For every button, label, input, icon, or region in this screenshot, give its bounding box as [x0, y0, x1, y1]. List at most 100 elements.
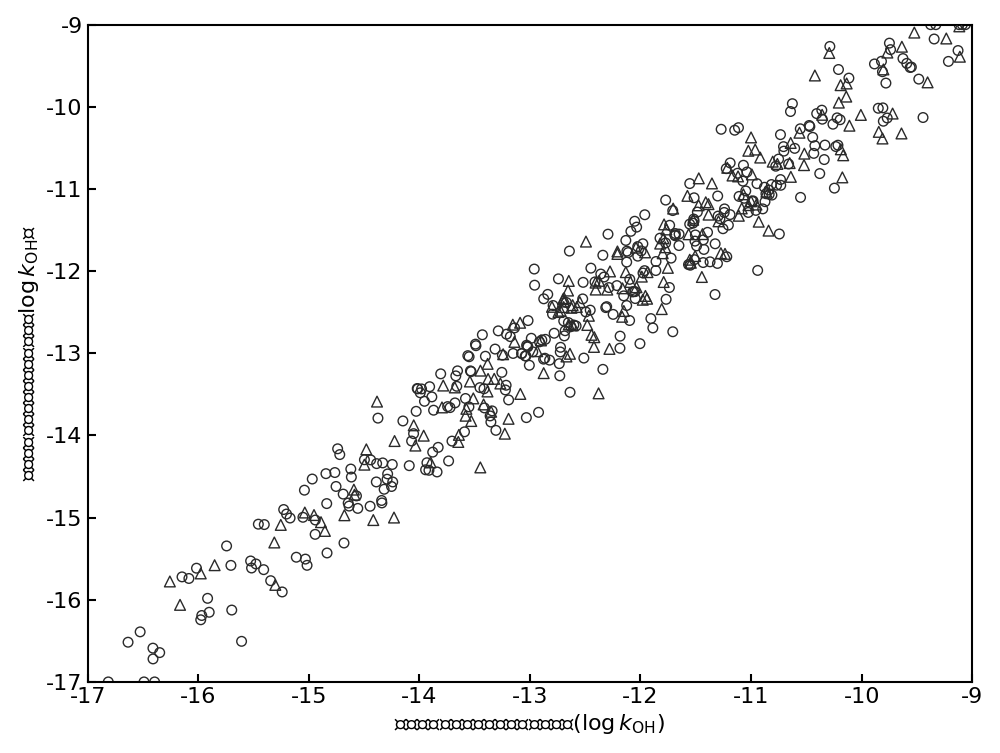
- Point: [356, 459, 372, 471]
- Point: [682, 178, 698, 190]
- Point: [147, 676, 163, 688]
- Point: [336, 537, 352, 549]
- Point: [903, 61, 919, 73]
- Point: [497, 384, 513, 396]
- Point: [713, 247, 729, 259]
- Point: [575, 293, 591, 305]
- Point: [267, 579, 283, 591]
- Point: [814, 108, 830, 120]
- Point: [244, 562, 260, 574]
- Point: [802, 120, 818, 133]
- Point: [740, 145, 756, 157]
- Point: [712, 212, 728, 224]
- Point: [707, 288, 723, 300]
- Point: [787, 142, 803, 154]
- Point: [807, 139, 823, 151]
- Point: [752, 151, 768, 163]
- Point: [519, 340, 535, 352]
- Point: [505, 347, 521, 359]
- Point: [605, 309, 621, 321]
- Point: [256, 519, 272, 531]
- Point: [679, 190, 695, 202]
- Point: [784, 98, 800, 110]
- Point: [691, 172, 707, 184]
- Point: [885, 108, 901, 120]
- Point: [620, 246, 636, 258]
- Point: [619, 245, 635, 257]
- Point: [581, 309, 597, 322]
- Point: [296, 484, 312, 496]
- Point: [553, 305, 569, 317]
- Point: [832, 114, 848, 126]
- Point: [875, 115, 891, 127]
- Point: [716, 206, 732, 218]
- Point: [614, 311, 630, 323]
- Point: [557, 325, 573, 337]
- Point: [648, 255, 664, 267]
- Point: [395, 415, 411, 427]
- Point: [582, 304, 598, 316]
- Point: [542, 354, 558, 366]
- Point: [738, 185, 754, 197]
- Point: [384, 459, 400, 471]
- Point: [188, 562, 204, 575]
- Point: [748, 199, 764, 211]
- Point: [735, 159, 751, 171]
- Point: [629, 221, 645, 233]
- Point: [655, 247, 671, 259]
- Point: [273, 519, 289, 531]
- Point: [525, 346, 541, 358]
- Point: [957, 19, 973, 31]
- Point: [635, 267, 651, 279]
- Point: [652, 237, 668, 249]
- Point: [483, 406, 499, 418]
- Point: [635, 238, 651, 250]
- Point: [374, 495, 390, 507]
- Point: [698, 197, 714, 209]
- Point: [306, 509, 322, 521]
- Point: [769, 179, 785, 191]
- Point: [700, 227, 716, 239]
- Point: [938, 32, 954, 44]
- Point: [544, 300, 560, 312]
- Point: [874, 133, 890, 145]
- Point: [895, 53, 911, 65]
- Point: [595, 249, 611, 261]
- Point: [575, 276, 591, 288]
- Point: [518, 412, 534, 424]
- Point: [193, 614, 209, 626]
- Point: [299, 559, 315, 572]
- Point: [421, 465, 437, 477]
- Point: [250, 518, 266, 530]
- Point: [553, 341, 569, 353]
- Point: [758, 187, 774, 200]
- Point: [660, 262, 676, 274]
- Point: [440, 401, 456, 413]
- Point: [633, 245, 649, 257]
- Point: [545, 308, 561, 320]
- Point: [327, 467, 343, 479]
- Point: [307, 514, 323, 526]
- Point: [560, 316, 576, 328]
- Point: [569, 301, 585, 313]
- Point: [756, 181, 772, 194]
- Point: [689, 206, 705, 218]
- Point: [545, 300, 561, 312]
- Point: [796, 148, 812, 160]
- Point: [616, 305, 632, 317]
- Point: [686, 192, 702, 204]
- Point: [740, 199, 756, 211]
- Point: [866, 58, 882, 70]
- Point: [735, 188, 751, 200]
- Point: [527, 279, 543, 291]
- Point: [348, 490, 364, 502]
- Point: [518, 350, 534, 362]
- Point: [566, 319, 582, 331]
- Point: [682, 254, 698, 266]
- Point: [416, 395, 432, 407]
- Point: [100, 676, 116, 688]
- Point: [722, 209, 738, 221]
- Point: [201, 606, 217, 618]
- Point: [782, 157, 798, 169]
- Point: [667, 229, 683, 241]
